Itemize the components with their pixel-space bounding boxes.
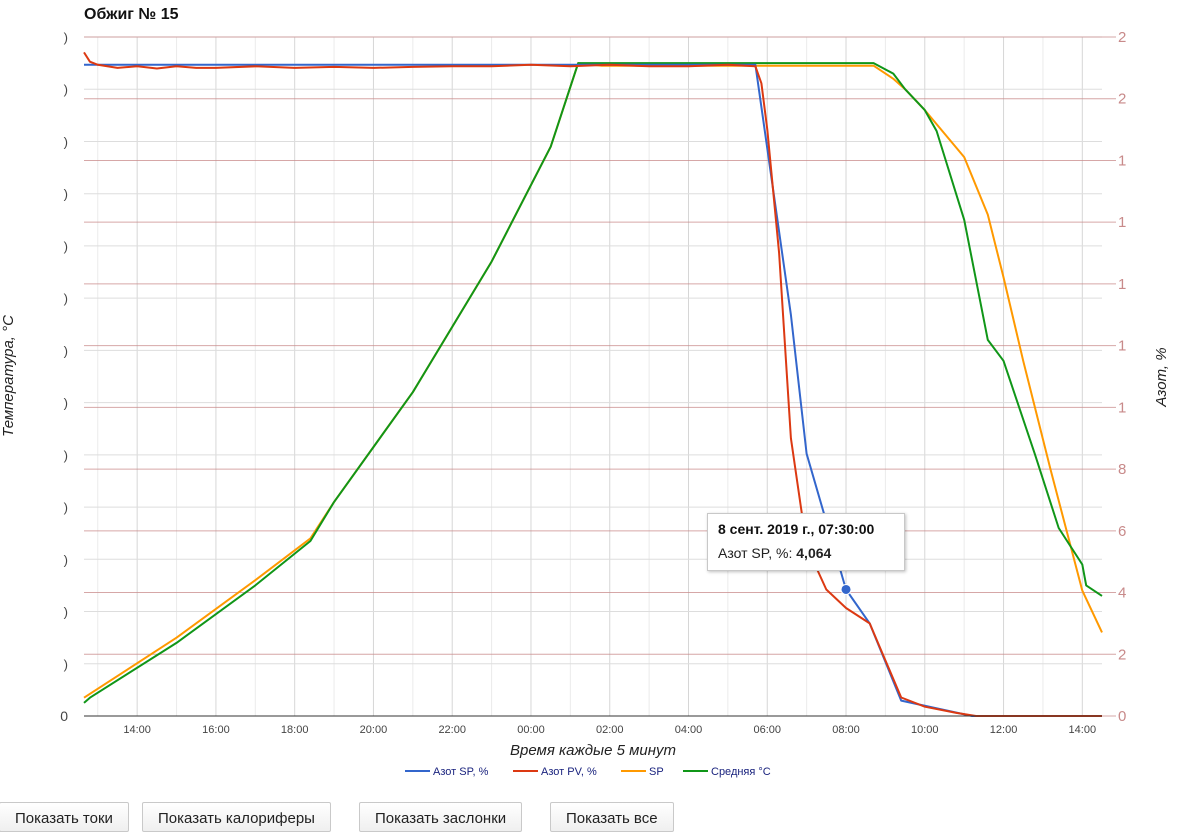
y-tick-label-right: 2 [1118, 91, 1126, 108]
tooltip: 8 сент. 2019 г., 07:30:00 Азот SP, %: 4,… [707, 513, 905, 571]
tooltip-highlight-point [840, 583, 852, 595]
y-tick-label-right: 2 [1118, 29, 1126, 46]
x-tick-label: 14:00 [123, 724, 151, 736]
x-tick-label: 22:00 [438, 724, 466, 736]
grid [84, 36, 1116, 717]
show-heaters-button[interactable]: Показать калориферы [142, 802, 331, 832]
legend-label-average-temp: Средняя °C [711, 766, 771, 778]
y-tick-label-right: 1 [1118, 338, 1126, 355]
series-line-nitrogen-pv [83, 51, 1102, 717]
tooltip-datetime: 8 сент. 2019 г., 07:30:00 [718, 521, 875, 537]
y-tick-label-right: 2 [1118, 646, 1126, 663]
tooltip-series-label: Азот SP, %: [718, 545, 793, 561]
x-tick-label: 12:00 [990, 724, 1018, 736]
x-tick-label: 08:00 [832, 724, 860, 736]
x-tick-label: 04:00 [675, 724, 703, 736]
x-tick-label: 10:00 [911, 724, 939, 736]
y-tick-label-right: 6 [1118, 523, 1126, 540]
chart-title: Обжиг № 15 [84, 6, 179, 23]
y-tick-label-right: 1 [1118, 214, 1126, 231]
x-tick-label: 18:00 [281, 724, 309, 736]
y-axis-title-left: Температура, °C [0, 315, 17, 437]
legend: Азот SP, % Азот PV, % SP Средняя °C [405, 766, 771, 778]
y-tick-label-left: ) [64, 552, 68, 567]
y-tick-label-left: ) [64, 448, 68, 463]
y-tick-label-left: 0 [60, 708, 68, 724]
legend-label-nitrogen-pv: Азот PV, % [541, 766, 597, 778]
y-tick-label-left: ) [64, 657, 68, 672]
y-tick-label-right: 1 [1118, 152, 1126, 169]
y-tick-label-right: 8 [1118, 461, 1126, 478]
x-tick-label: 06:00 [753, 724, 781, 736]
y-tick-label-left: ) [64, 30, 68, 45]
x-axis-title: Время каждые 5 минут [510, 742, 676, 759]
y-axis-title-right: Азот, % [1153, 347, 1170, 407]
tooltip-value: 4,064 [796, 545, 832, 561]
x-tick-label: 14:00 [1069, 724, 1097, 736]
y-tick-label-left: ) [64, 605, 68, 620]
y-tick-label-left: ) [64, 343, 68, 358]
x-tick-label: 00:00 [517, 724, 545, 736]
legend-label-nitrogen-sp: Азот SP, % [433, 766, 489, 778]
y-tick-label-left: ) [64, 239, 68, 254]
y-tick-label-left: ) [64, 82, 68, 97]
y-tick-label-left: ) [64, 500, 68, 515]
x-tick-label: 16:00 [202, 724, 230, 736]
x-tick-label: 20:00 [360, 724, 388, 736]
show-dampers-button[interactable]: Показать заслонки [359, 802, 523, 832]
legend-label-sp: SP [649, 766, 664, 778]
y-tick-label-right: 1 [1118, 399, 1126, 416]
y-tick-label-left: ) [64, 134, 68, 149]
y-tick-label-right: 4 [1118, 585, 1126, 602]
tooltip-value-line: Азот SP, %: 4,064 [718, 545, 831, 561]
y-tick-label-left: ) [64, 396, 68, 411]
show-all-button[interactable]: Показать все [550, 802, 674, 832]
x-tick-label: 02:00 [596, 724, 624, 736]
y-tick-label-right: 1 [1118, 276, 1126, 293]
series-line-average-temp [83, 62, 1103, 704]
show-currents-button[interactable]: Показать токи [0, 802, 129, 832]
y-tick-label-left: ) [64, 291, 68, 306]
y-tick-label-right: 0 [1118, 708, 1126, 725]
tooltip-point [840, 583, 852, 595]
y-tick-label-left: ) [64, 187, 68, 202]
axes: 0))))))))))))) 0 2 4 6 8 1 1 1 1 1 2 2 14:00 16:00 18:0… [60, 29, 1126, 736]
